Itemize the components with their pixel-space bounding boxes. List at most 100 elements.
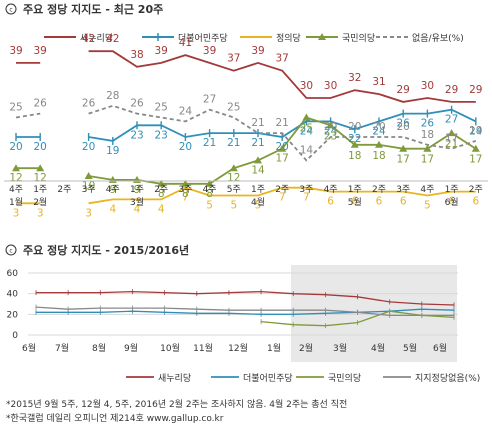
data-point: [423, 144, 432, 152]
x-tick-label: 4월: [371, 342, 385, 354]
x-month-label: 5월: [348, 196, 362, 208]
y-tick-label: 40: [7, 290, 19, 300]
data-label: 29: [469, 84, 482, 96]
legend-label: 더불어민주당: [243, 373, 293, 384]
data-point: [375, 140, 383, 148]
data-point: [36, 164, 45, 172]
data-point: [181, 179, 190, 187]
x-tick-label: 2월: [299, 342, 313, 354]
data-label: 7: [279, 192, 286, 204]
series-line: [36, 308, 455, 315]
data-label: 28: [106, 90, 119, 102]
data-label: 9: [109, 184, 116, 196]
footnote-1: *2015년 9월 5주, 12월 4, 5주, 2016년 2월 2주는 조사…: [6, 398, 347, 410]
x-month-label: 2월: [33, 196, 47, 208]
data-label: 5: [230, 200, 237, 212]
chart2-axis: 0 20 40 60 6월 7월 8월 9월 10월 11월 12월 1월 2월 3월 4월 5월 6월: [7, 269, 447, 354]
x-tick-label: 2주: [154, 184, 168, 195]
data-label: 14: [251, 164, 265, 176]
data-label: 31: [372, 76, 385, 88]
data-label: 23: [155, 129, 168, 141]
data-label: 23: [130, 129, 143, 141]
data-label: 27: [203, 94, 216, 106]
data-label: 26: [421, 118, 435, 130]
data-point: [326, 121, 335, 129]
x-tick-label: 3주: [82, 184, 96, 195]
data-label: 20: [276, 141, 289, 153]
legend-marker: [318, 33, 326, 40]
data-label: 39: [9, 45, 22, 57]
legend-label: 더불어민주당: [178, 33, 228, 44]
data-point: [447, 129, 456, 137]
data-label: 5: [424, 200, 431, 212]
data-label: 30: [300, 80, 313, 92]
data-label: 21: [203, 137, 216, 149]
data-label: 32: [348, 72, 361, 84]
series-line: [88, 50, 476, 103]
x-tick-label: 10월: [160, 342, 180, 354]
data-label: 17: [445, 133, 458, 145]
x-tick-label: 1주: [348, 184, 362, 195]
data-label: 3: [37, 207, 44, 219]
y-tick-label: 0: [12, 331, 18, 341]
data-label: 6: [472, 196, 479, 208]
legend-label: 국민의당: [328, 373, 361, 384]
data-label: 14: [300, 144, 314, 156]
data-label: 29: [445, 84, 458, 96]
x-tick-label: 2주: [469, 184, 483, 195]
series-line: [88, 104, 477, 162]
data-label: 21: [227, 137, 240, 149]
data-label: 12: [227, 172, 240, 184]
footnote-2: *한국갤럽 데일리 오피니언 제214호 www.gallup.co.kr: [6, 412, 224, 424]
chart1-x-axis: 4주 1주 2주 3주 4주 1주 2주 3주 4주 5주 1주 2주 3주 4주 1주 2주 3주 4주 1주 2주…: [4, 180, 488, 208]
x-tick-label: 5월: [403, 342, 417, 354]
data-label: 20: [324, 121, 337, 133]
data-label: 20: [348, 121, 361, 133]
data-label: 24: [469, 125, 483, 137]
data-label: 18: [348, 150, 361, 162]
data-label: 7: [182, 192, 189, 204]
data-label: 3: [13, 207, 20, 219]
data-point: [254, 156, 262, 164]
legend-label: 새누리당: [80, 33, 113, 44]
data-label: 24: [324, 125, 338, 137]
data-label: 24: [300, 125, 314, 137]
x-tick-label: 3주: [178, 184, 192, 195]
x-tick-label: 4주: [9, 184, 23, 195]
data-label: 21: [276, 117, 289, 129]
copyright-icon-glyph: c: [9, 248, 12, 255]
x-tick-label: 6월: [22, 342, 36, 354]
data-label: 18: [372, 150, 385, 162]
x-tick-label: 1주: [445, 184, 459, 195]
data-label: 26: [82, 98, 96, 110]
x-tick-label: 3월: [333, 342, 347, 354]
x-tick-label: 4주: [324, 184, 338, 195]
x-month-label: 1월: [9, 196, 23, 208]
data-label: 12: [34, 172, 47, 184]
data-label: 20: [82, 141, 95, 153]
data-label: 24: [372, 125, 386, 137]
data-label: 17: [469, 154, 482, 166]
x-month-label: 6월: [445, 196, 459, 208]
data-label: 20: [9, 141, 22, 153]
data-label: 19: [469, 125, 482, 137]
data-label: 26: [130, 98, 144, 110]
chart2-plot: [35, 289, 455, 329]
x-tick-label: 9월: [124, 342, 138, 354]
x-tick-label: 2주: [57, 184, 71, 195]
data-label: 6: [327, 196, 334, 208]
data-point: [157, 179, 166, 187]
x-tick-label: 6월: [433, 342, 447, 354]
data-label: 25: [155, 102, 168, 114]
x-tick-label: 1주: [33, 184, 47, 195]
data-point: [302, 113, 311, 121]
x-tick-label: 1월: [267, 342, 281, 354]
data-label: 38: [130, 49, 143, 61]
data-label: 37: [227, 53, 240, 65]
y-tick-label: 60: [7, 269, 19, 279]
data-label: 20: [372, 121, 385, 133]
copyright-icon-glyph: c: [9, 7, 12, 14]
data-label: 26: [397, 118, 411, 130]
